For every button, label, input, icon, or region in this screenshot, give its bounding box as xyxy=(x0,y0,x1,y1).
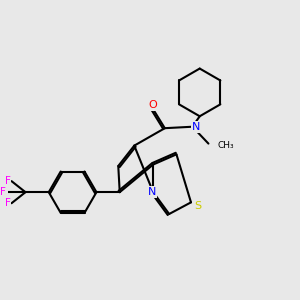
Text: F: F xyxy=(0,187,5,197)
Text: O: O xyxy=(148,100,157,110)
Text: N: N xyxy=(192,122,200,132)
Text: N: N xyxy=(148,187,156,197)
Text: F: F xyxy=(4,176,10,186)
Text: S: S xyxy=(194,201,201,211)
Text: F: F xyxy=(4,198,10,208)
Text: CH₃: CH₃ xyxy=(217,141,234,150)
